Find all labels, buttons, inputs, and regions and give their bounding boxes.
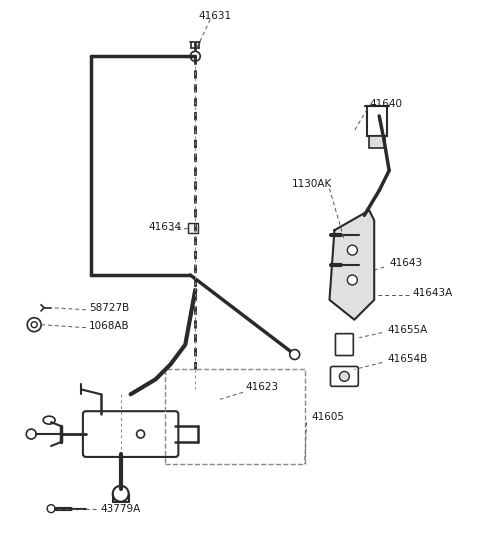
Text: 41654B: 41654B xyxy=(387,354,427,364)
Polygon shape xyxy=(329,211,374,320)
Bar xyxy=(367,106,387,136)
Circle shape xyxy=(113,486,129,502)
Text: 41631: 41631 xyxy=(198,11,231,21)
Text: 41643A: 41643A xyxy=(412,288,452,298)
Text: 58727B: 58727B xyxy=(89,303,129,313)
Circle shape xyxy=(47,505,55,513)
Ellipse shape xyxy=(43,416,55,424)
Text: 41634: 41634 xyxy=(148,222,181,232)
Text: 41605: 41605 xyxy=(312,412,345,422)
Text: 43779A: 43779A xyxy=(101,504,141,514)
Text: 1130AK: 1130AK xyxy=(292,178,332,189)
FancyBboxPatch shape xyxy=(83,411,179,457)
Circle shape xyxy=(290,350,300,359)
Bar xyxy=(166,369,305,464)
Bar xyxy=(369,136,385,148)
Circle shape xyxy=(27,318,41,331)
Text: 1068AB: 1068AB xyxy=(89,321,130,331)
Circle shape xyxy=(348,275,357,285)
Circle shape xyxy=(339,371,349,381)
Text: 41640: 41640 xyxy=(369,99,402,109)
Circle shape xyxy=(137,430,144,438)
Circle shape xyxy=(348,245,357,255)
Text: 41623: 41623 xyxy=(245,382,278,392)
Text: 41643: 41643 xyxy=(389,258,422,268)
Circle shape xyxy=(190,51,200,61)
Circle shape xyxy=(26,429,36,439)
Bar xyxy=(188,223,198,233)
FancyBboxPatch shape xyxy=(330,366,358,386)
Text: 41655A: 41655A xyxy=(387,325,427,335)
FancyBboxPatch shape xyxy=(336,334,353,356)
Circle shape xyxy=(31,322,37,328)
